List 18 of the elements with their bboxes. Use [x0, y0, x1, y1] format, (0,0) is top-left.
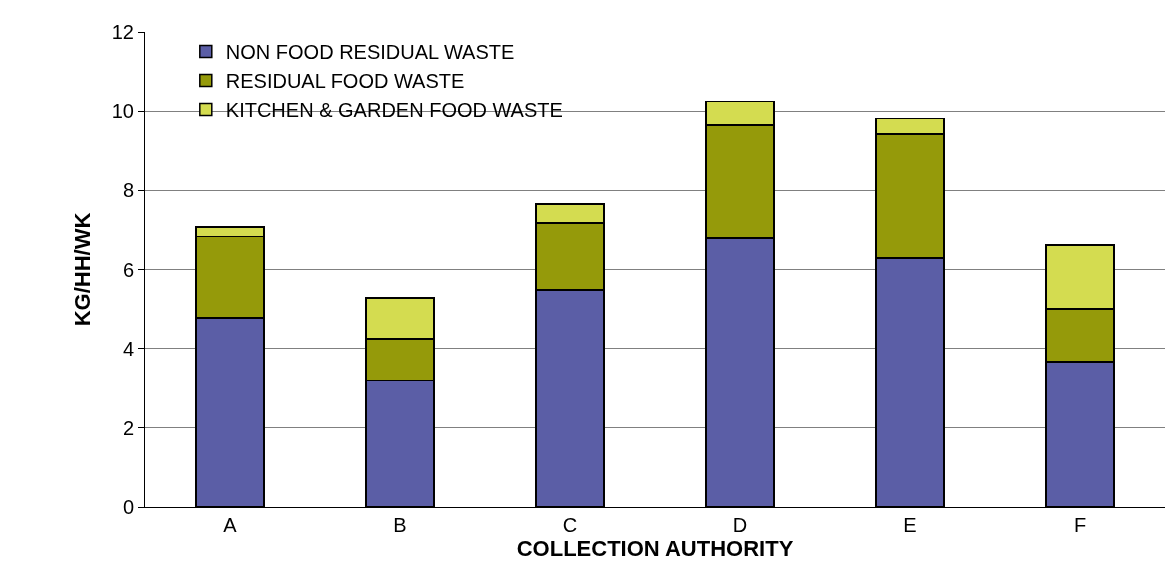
y-tick-label: 6	[122, 258, 134, 281]
y-tick-label: 0	[122, 496, 134, 518]
y-tick-label: 4	[122, 337, 134, 360]
y-tick-label: 2	[122, 416, 134, 439]
x-tick-label: D	[732, 514, 748, 536]
y-tick-label: 8	[122, 179, 134, 202]
legend-label: NON FOOD RESIDUAL WASTE	[225, 41, 515, 64]
x-tick-label: F	[1073, 514, 1087, 536]
x-axis-title: COLLECTION AUTHORITY	[516, 536, 794, 561]
x-tick-label: B	[393, 514, 407, 536]
y-tick-label: 10	[111, 100, 134, 123]
legend-label: RESIDUAL FOOD WASTE	[225, 70, 465, 93]
x-tick-label: E	[903, 514, 917, 536]
x-tick-label: C	[562, 514, 578, 536]
y-tick-label: 12	[111, 21, 134, 43]
legend-label: KITCHEN & GARDEN FOOD WASTE	[225, 99, 563, 122]
y-axis-title: KG/HH/WK	[69, 212, 95, 327]
x-tick-label: A	[223, 514, 238, 536]
